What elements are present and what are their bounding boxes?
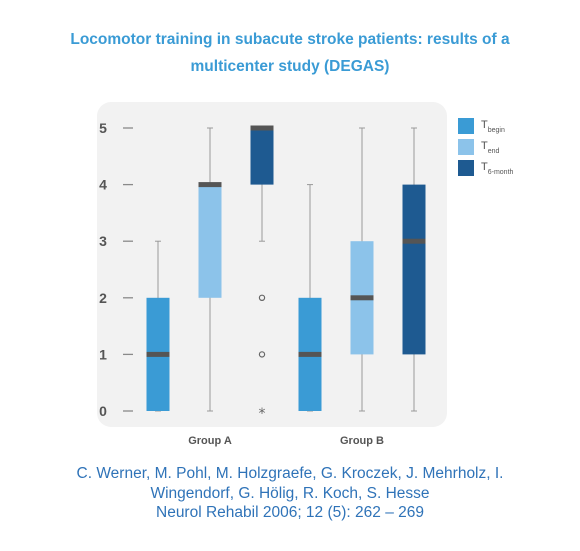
box-2-1-median	[402, 238, 426, 244]
box-2-0-iqr	[250, 128, 274, 185]
legend-label-1: Tend	[481, 140, 500, 155]
x-category-label-0: Group A	[188, 435, 232, 447]
y-tick-label-1: 1	[99, 346, 107, 362]
box-1-0-iqr	[198, 184, 222, 298]
chart-title-line-2: multicenter study (DEGAS)	[190, 58, 390, 75]
legend-swatch-2	[458, 160, 474, 176]
citation: C. Werner, M. Pohl, M. Holzgraefe, G. Kr…	[10, 464, 570, 523]
legend-label-2: T6-month	[481, 161, 514, 176]
legend-swatch-0	[458, 118, 474, 134]
y-tick-label-5: 5	[99, 120, 107, 136]
y-tick-label-4: 4	[99, 177, 107, 193]
y-tick-label-2: 2	[99, 290, 107, 306]
box-1-0-median	[198, 182, 222, 188]
chart-title: Locomotor training in subacute stroke pa…	[20, 26, 560, 80]
box-2-0-outlier-0	[258, 294, 266, 301]
box-0-1-median	[298, 351, 322, 357]
box-0-0-median	[146, 351, 170, 357]
y-tick-label-3: 3	[99, 233, 107, 249]
legend-swatch-1	[458, 139, 474, 155]
legend-label-0: Tbegin	[481, 119, 505, 134]
y-tick-label-0: 0	[99, 403, 107, 419]
box-1-1-median	[350, 295, 374, 301]
x-category-label-1: Group B	[340, 435, 384, 447]
citation-line-2: Wingendorf, G. Hölig, R. Koch, S. Hesse	[150, 484, 430, 502]
chart-title-line-1: Locomotor training in subacute stroke pa…	[70, 31, 510, 48]
box-2-0-outlier-2: *	[259, 406, 266, 422]
citation-line-3: Neurol Rehabil 2006; 12 (5): 262 – 269	[156, 504, 424, 521]
box-2-0-median	[250, 125, 274, 131]
citation-line-1: C. Werner, M. Pohl, M. Holzgraefe, G. Kr…	[76, 465, 504, 482]
box-2-0-outlier-1	[258, 351, 266, 358]
box-2-1-iqr	[402, 184, 426, 355]
